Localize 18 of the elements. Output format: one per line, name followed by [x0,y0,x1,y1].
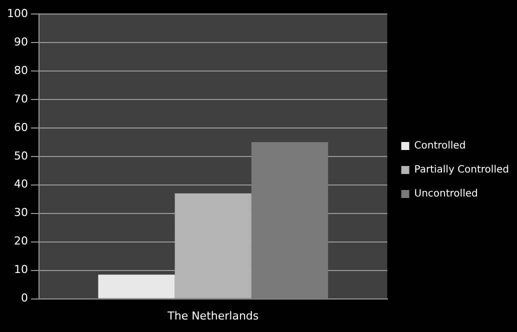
y-tick-label: 30 [14,206,28,220]
y-tick-label: 80 [14,64,28,77]
legend-label: Partially Controlled [414,164,509,176]
y-tick-label: 0 [20,292,28,305]
y-tick-label: 60 [14,120,28,134]
y-tick-label: 100 [6,6,28,20]
y-tick-label: 10 [14,263,28,276]
y-tick-label: 70 [14,92,28,106]
legend-label: Uncontrolled [414,188,478,200]
bar [98,274,175,298]
bar [174,193,252,298]
legend-label: Controlled [414,140,466,152]
y-tick-label: 90 [14,35,28,48]
y-tick-label: 50 [14,149,28,162]
y-tick-label: 40 [14,178,28,191]
y-tick-label: 20 [14,234,28,248]
x-tick-label: The Netherlands [166,309,259,322]
bar [251,142,328,298]
